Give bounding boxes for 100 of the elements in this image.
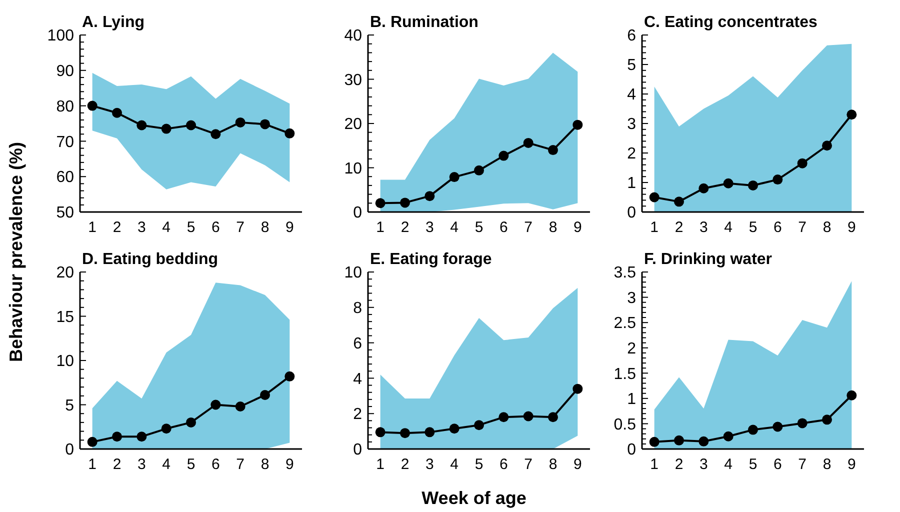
y-tick-label: 10 [344, 264, 362, 282]
x-tick-label: 7 [236, 219, 245, 236]
y-tick-label: 0 [353, 204, 362, 222]
x-tick-label: 5 [186, 456, 196, 473]
point [572, 120, 583, 130]
point [846, 110, 857, 120]
x-tick-label: 2 [400, 219, 410, 236]
x-tick-label: 4 [162, 219, 171, 236]
point [235, 117, 246, 128]
x-tick-label: 9 [847, 219, 856, 236]
y-tick-label: 20 [344, 116, 362, 134]
x-tick-label: 2 [400, 456, 410, 473]
x-tick-label: 9 [573, 456, 582, 473]
x-tick-label: 8 [822, 456, 832, 473]
x-tick-label: 1 [376, 219, 385, 236]
point [161, 124, 172, 134]
point [260, 390, 270, 400]
point [112, 432, 122, 442]
y-tick-label: 2 [627, 146, 636, 163]
point [523, 138, 534, 148]
point [424, 427, 435, 438]
x-tick-label: 3 [425, 456, 434, 473]
y-tick-label: 4 [627, 86, 636, 104]
point [284, 128, 295, 138]
y-tick-label: 10 [56, 353, 74, 370]
y-tick-label: 1 [627, 391, 636, 408]
x-tick-label: 1 [88, 219, 97, 236]
point [400, 428, 410, 438]
x-tick-label: 5 [748, 456, 758, 473]
point [748, 180, 758, 190]
point [424, 191, 435, 202]
x-tick-label: 5 [748, 219, 758, 236]
x-tick-label: 6 [211, 219, 220, 236]
point [112, 108, 122, 118]
x-tick-label: 9 [285, 456, 294, 473]
y-axis-title: Behaviour prevalence (%) [6, 142, 26, 362]
x-tick-label: 3 [699, 219, 708, 236]
point [210, 129, 221, 140]
point [498, 150, 509, 161]
point [548, 412, 558, 422]
point [797, 158, 808, 168]
x-tick-label: 6 [499, 456, 508, 473]
point [87, 436, 98, 447]
x-tick-label: 1 [650, 219, 659, 236]
x-tick-label: 3 [699, 456, 708, 473]
point [136, 432, 147, 442]
x-tick-label: 8 [260, 219, 270, 236]
x-tick-label: 7 [524, 219, 533, 236]
point [375, 198, 386, 208]
x-tick-label: 2 [674, 456, 684, 473]
x-tick-label: 3 [137, 219, 146, 236]
x-tick-label: 7 [798, 219, 807, 236]
point [235, 402, 246, 412]
point [822, 140, 832, 151]
y-tick-label: 0 [627, 204, 636, 222]
y-tick-label: 50 [56, 204, 74, 222]
x-tick-label: 5 [474, 456, 484, 473]
point [572, 384, 583, 394]
x-tick-label: 4 [162, 456, 171, 473]
x-tick-label: 2 [674, 219, 684, 236]
point [498, 412, 509, 422]
y-tick-label: 2 [627, 340, 636, 358]
x-tick-label: 4 [724, 456, 733, 473]
y-tick-label: 0.5 [614, 416, 636, 434]
y-tick-label: 3.5 [614, 264, 636, 282]
point [723, 431, 734, 442]
point [649, 436, 660, 447]
y-tick-label: 6 [627, 28, 636, 45]
x-tick-label: 4 [724, 219, 733, 236]
y-tick-label: 15 [56, 308, 74, 326]
x-tick-label: 9 [285, 219, 294, 236]
x-tick-label: 4 [450, 456, 459, 473]
x-tick-label: 1 [88, 456, 97, 473]
point [748, 424, 758, 435]
y-tick-label: 20 [56, 264, 74, 282]
point [474, 420, 484, 430]
y-tick-label: 5 [627, 57, 636, 74]
point [260, 119, 270, 130]
y-tick-label: 1 [627, 175, 636, 192]
point [161, 424, 172, 434]
point [210, 400, 221, 410]
y-tick-label: 0 [627, 442, 636, 459]
point [87, 100, 98, 111]
x-tick-label: 4 [450, 219, 459, 236]
point [186, 120, 196, 130]
x-tick-label: 3 [137, 456, 146, 473]
x-tick-label: 1 [376, 456, 385, 473]
point [698, 183, 709, 194]
x-tick-label: 5 [186, 219, 196, 236]
point [449, 172, 460, 182]
y-tick-label: 60 [56, 169, 74, 186]
y-tick-label: 40 [344, 28, 362, 45]
chart-title: B. Rumination [370, 14, 478, 31]
point [284, 371, 295, 382]
y-tick-label: 8 [353, 300, 362, 317]
y-tick-label: 5 [65, 397, 74, 414]
y-tick-label: 3 [627, 290, 636, 307]
x-tick-label: 1 [650, 456, 659, 473]
x-tick-label: 6 [211, 456, 220, 473]
x-tick-label: 6 [773, 456, 782, 473]
